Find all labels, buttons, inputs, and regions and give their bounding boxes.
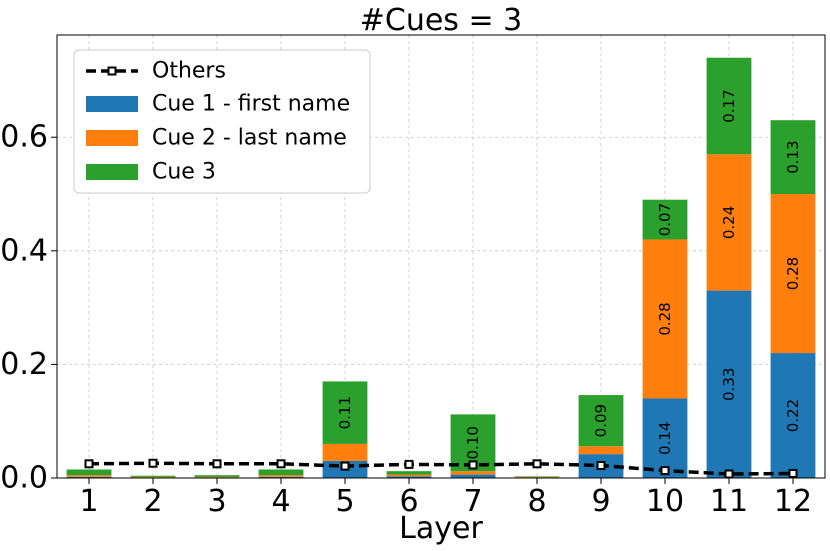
legend-swatch-cue-3: [86, 164, 138, 180]
bar-segment-1-layer-10: [642, 398, 688, 478]
others-marker-6: [404, 459, 414, 469]
y-tick-label-3: 0.6: [0, 120, 48, 155]
bar-segment-2-layer-12: [770, 194, 816, 354]
bar-segment-3-layer-12: [770, 120, 816, 195]
x-axis-ticks: 1 2 3 4 5 6 7 8 9 10 11 12: [79, 478, 812, 519]
bar-segment-2-layer-2: [130, 476, 176, 478]
bar-segment-2-layer-8: [514, 476, 560, 478]
legend-label-cue-2: Cue 2 - last name: [152, 126, 347, 151]
data-label-3-layer-9: 0.09: [592, 404, 610, 437]
bar-segment-2-layer-4: [258, 475, 304, 477]
others-marker-5: [340, 461, 350, 471]
data-label-2-layer-12: 0.28: [784, 257, 802, 290]
legend-swatch-cue-2: [86, 130, 138, 146]
bar-segment-3-layer-5: [322, 381, 368, 444]
bar-segment-2-layer-9: [578, 446, 624, 455]
x-tick-label-11: 11: [710, 484, 748, 519]
y-tick-label-1: 0.2: [0, 347, 48, 382]
bar-segment-1-layer-6: [386, 476, 432, 478]
others-marker-8: [532, 459, 542, 469]
bar-segment-2-layer-3: [194, 476, 240, 478]
bar-segment-3-layer-6: [386, 471, 432, 475]
legend-swatch-others-marker: [107, 66, 117, 76]
bar-segment-2-layer-11: [706, 154, 752, 291]
bar-segment-2-layer-6: [386, 474, 432, 477]
data-label-3-layer-5: 0.11: [336, 396, 354, 429]
data-label-1-layer-12: 0.22: [784, 399, 802, 432]
others-line-path: [88, 461, 794, 476]
others-line: [84, 458, 798, 479]
chart-title: #Cues = 3: [360, 3, 522, 38]
data-label-3-layer-12: 0.13: [784, 140, 802, 173]
data-labels: 0.11 0.10 0.09 0.14 0.28 0.07 0.33 0.24 0.17 0.22…: [336, 89, 802, 459]
bar-segment-3-layer-8: [514, 476, 560, 477]
bar-segment-1-layer-12: [770, 353, 816, 478]
others-marker-1: [84, 459, 94, 469]
others-marker-4: [276, 459, 286, 469]
x-tick-label-2: 2: [143, 484, 162, 519]
y-axis-ticks: 0.0 0.2 0.4 0.6: [0, 120, 57, 496]
bar-segment-2-layer-5: [322, 443, 368, 461]
bar-segment-2-layer-7: [450, 471, 496, 475]
bar-segment-3-layer-2: [130, 475, 176, 477]
legend: Others Cue 1 - first name Cue 2 - last nam…: [73, 49, 371, 194]
data-label-2-layer-11: 0.24: [720, 206, 738, 239]
data-label-2-layer-10: 0.28: [656, 302, 674, 335]
others-marker-11: [724, 469, 734, 479]
legend-swatch-cue-1: [86, 96, 138, 112]
legend-label-cue-3: Cue 3: [152, 160, 216, 185]
others-marker-10: [660, 466, 670, 476]
x-tick-label-1: 1: [79, 484, 98, 519]
x-tick-label-7: 7: [463, 484, 482, 519]
x-tick-label-9: 9: [591, 484, 610, 519]
bar-segment-3-layer-11: [706, 57, 752, 155]
bar-segment-1-layer-7: [450, 474, 496, 478]
y-tick-label-0: 0.0: [0, 461, 48, 496]
data-label-1-layer-11: 0.33: [720, 368, 738, 401]
x-tick-label-8: 8: [527, 484, 546, 519]
data-label-3-layer-11: 0.17: [720, 89, 738, 122]
x-tick-label-5: 5: [335, 484, 354, 519]
bar-segment-2-layer-10: [642, 239, 688, 399]
x-axis-label: Layer: [399, 511, 483, 546]
x-tick-label-4: 4: [271, 484, 290, 519]
others-marker-9: [596, 461, 606, 471]
bar-segment-2-layer-1: [66, 475, 112, 477]
legend-label-others: Others: [152, 59, 226, 84]
x-tick-label-6: 6: [399, 484, 418, 519]
bar-segment-3-layer-1: [66, 469, 112, 476]
legend-box: [73, 49, 371, 194]
y-tick-label-2: 0.4: [0, 233, 48, 268]
bar-segment-1-layer-1: [66, 476, 112, 478]
x-tick-label-3: 3: [207, 484, 226, 519]
bar-segment-3-layer-3: [194, 475, 240, 477]
bar-segment-1-layer-4: [258, 476, 304, 478]
plot-frame: [56, 34, 826, 479]
legend-label-cue-1: Cue 1 - first name: [152, 92, 350, 117]
others-marker-2: [148, 458, 158, 468]
bar-segment-3-layer-4: [258, 469, 304, 476]
data-label-1-layer-10: 0.14: [656, 422, 674, 455]
x-tick-label-10: 10: [646, 484, 684, 519]
data-label-3-layer-10: 0.07: [656, 203, 674, 236]
others-marker-3: [212, 459, 222, 469]
others-marker-7: [468, 460, 478, 470]
bar-segment-1-layer-11: [706, 290, 752, 478]
others-marker-12: [788, 468, 798, 478]
bar-segment-3-layer-10: [642, 199, 688, 240]
x-tick-label-12: 12: [774, 484, 812, 519]
data-label-3-layer-7: 0.10: [464, 426, 482, 459]
bar-segment-3-layer-9: [578, 395, 624, 447]
